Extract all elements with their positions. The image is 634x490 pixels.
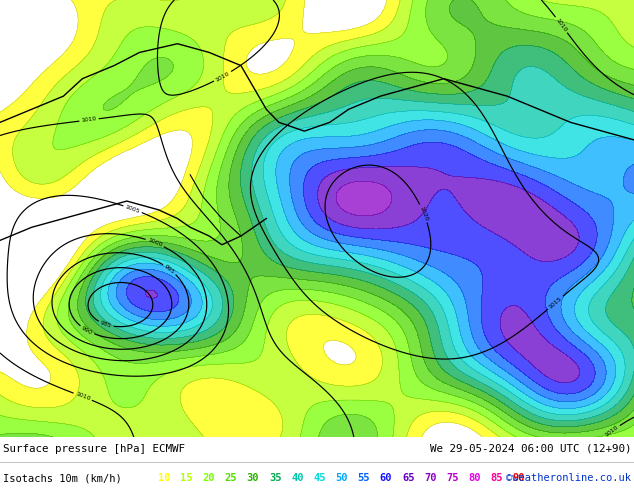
- Text: 50: 50: [335, 473, 348, 483]
- Text: ©weatheronline.co.uk: ©weatheronline.co.uk: [506, 473, 631, 483]
- Text: 25: 25: [224, 473, 237, 483]
- Text: 1000: 1000: [146, 238, 163, 248]
- Text: 1010: 1010: [604, 424, 619, 438]
- Text: 15: 15: [180, 473, 193, 483]
- Text: 70: 70: [424, 473, 437, 483]
- Text: 1010: 1010: [81, 117, 97, 123]
- Text: 60: 60: [380, 473, 392, 483]
- Text: 1020: 1020: [418, 205, 429, 221]
- Text: 995: 995: [164, 264, 176, 275]
- Text: 985: 985: [100, 320, 112, 329]
- Text: 65: 65: [402, 473, 415, 483]
- Text: 40: 40: [291, 473, 304, 483]
- Text: Isotachs 10m (km/h): Isotachs 10m (km/h): [3, 473, 122, 483]
- Text: 85: 85: [491, 473, 503, 483]
- Text: 55: 55: [358, 473, 370, 483]
- Text: We 29-05-2024 06:00 UTC (12+90): We 29-05-2024 06:00 UTC (12+90): [429, 444, 631, 454]
- Text: 45: 45: [313, 473, 326, 483]
- Text: 90: 90: [513, 473, 526, 483]
- Text: 1005: 1005: [124, 204, 141, 214]
- Text: 1010: 1010: [215, 71, 231, 82]
- Text: 990: 990: [81, 325, 93, 336]
- Text: 1010: 1010: [555, 17, 568, 32]
- Text: 30: 30: [247, 473, 259, 483]
- Text: 35: 35: [269, 473, 281, 483]
- Text: Surface pressure [hPa] ECMWF: Surface pressure [hPa] ECMWF: [3, 444, 185, 454]
- Text: 1010: 1010: [75, 392, 91, 402]
- Text: 80: 80: [469, 473, 481, 483]
- Text: 1015: 1015: [548, 295, 563, 310]
- Text: 75: 75: [446, 473, 459, 483]
- Text: 10: 10: [158, 473, 171, 483]
- Text: 20: 20: [202, 473, 215, 483]
